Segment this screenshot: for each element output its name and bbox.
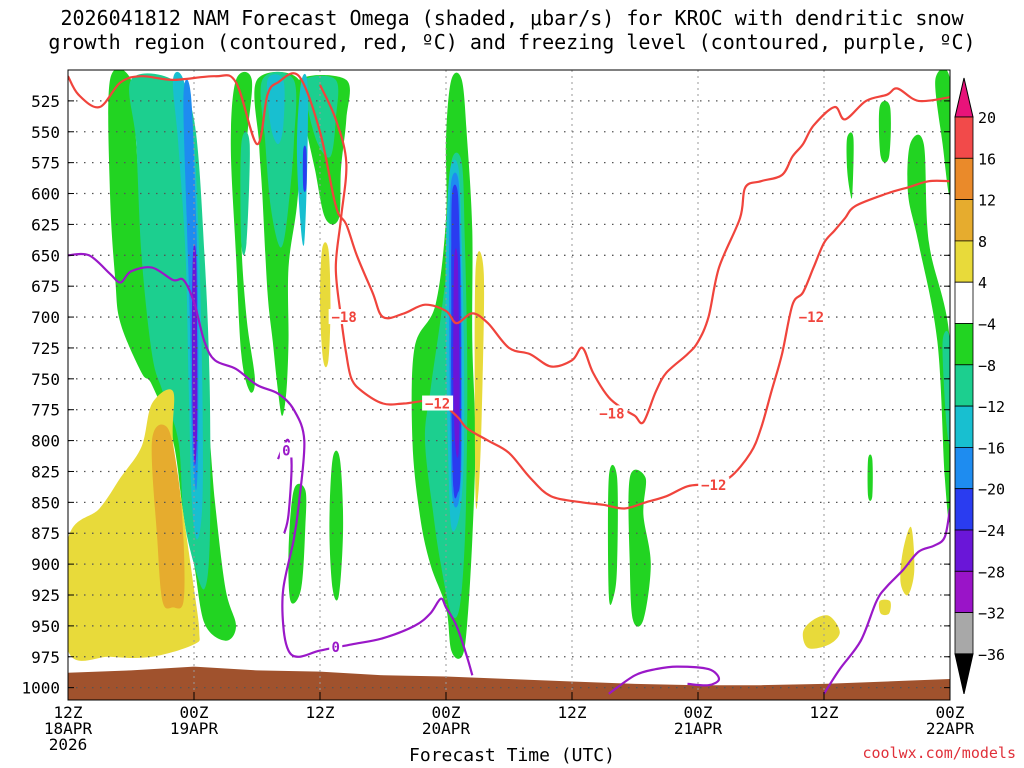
y-tick-label-550: 550 (31, 123, 60, 142)
x-tick-label-24-0: 12Z (306, 703, 335, 722)
y-tick-label-975: 975 (31, 648, 60, 667)
colorbar-bottom-arrow (955, 654, 973, 694)
omega-region-35 (900, 527, 914, 596)
colorbar-label-12: −32 (978, 605, 1005, 623)
x-tick-label-36-1: 20APR (422, 719, 471, 738)
x-tick-label-12-1: 19APR (170, 719, 219, 738)
y-tick-label-675: 675 (31, 277, 60, 296)
contour-label-3: −12 (701, 478, 726, 494)
credit-text: coolwx.com/models (862, 744, 1016, 762)
contour-label-1: −18 (599, 406, 624, 422)
omega-region-31 (907, 135, 951, 523)
y-tick-label-775: 775 (31, 401, 60, 420)
y-tick-label-925: 925 (31, 586, 60, 605)
colorbar-bin-11 (955, 530, 973, 571)
omega-region-36 (879, 600, 891, 615)
y-tick-label-825: 825 (31, 462, 60, 481)
omega-region-13 (303, 146, 307, 192)
y-tick-label-625: 625 (31, 215, 60, 234)
contour-label-5: 0 (282, 443, 290, 459)
colorbar-label-2: 12 (978, 192, 996, 210)
omega-shading-layer (63, 69, 951, 661)
omega-region-26 (608, 465, 618, 605)
colorbar-bin-7 (955, 365, 973, 406)
colorbar-top-arrow (955, 78, 973, 117)
colorbar-bin-9 (955, 447, 973, 488)
colorbar-label-10: −24 (978, 522, 1005, 540)
y-tick-label-850: 850 (31, 493, 60, 512)
ground-surface (68, 667, 950, 700)
colorbar-bin-2 (955, 158, 973, 199)
contour-label-0: −18 (332, 310, 357, 326)
y-tick-label-800: 800 (31, 432, 60, 451)
colorbar-label-3: 8 (978, 233, 987, 251)
colorbar-label-4: 4 (978, 274, 987, 292)
colorbar-label-5: −4 (978, 316, 996, 334)
omega-region-14 (288, 484, 306, 604)
colorbar-label-13: −36 (978, 646, 1005, 664)
omega-region-22 (475, 251, 484, 509)
colorbar-bin-8 (955, 406, 973, 447)
colorbar: 20 16 12 8 4 −4 −8 −12 −16 −20 −24 −28 −32 −36 (955, 78, 1005, 694)
omega-region-30 (868, 454, 873, 500)
y-tick-label-950: 950 (31, 617, 60, 636)
x-tick-label-48-0: 12Z (558, 703, 587, 722)
colorbar-bin-13 (955, 613, 973, 654)
colorbar-label-8: −16 (978, 439, 1005, 457)
colorbar-bin-4 (955, 241, 973, 282)
colorbar-bin-6 (955, 324, 973, 365)
ground-layer (68, 667, 950, 700)
y-tick-label-600: 600 (31, 185, 60, 204)
colorbar-label-9: −20 (978, 481, 1005, 499)
y-tick-label-1000: 1000 (21, 679, 60, 698)
omega-region-15 (329, 451, 343, 601)
y-tick-label-525: 525 (31, 92, 60, 111)
contour-label-6: 0 (332, 640, 340, 656)
y-tick-label-575: 575 (31, 154, 60, 173)
omega-region-28 (847, 132, 854, 198)
contour-label-2: −12 (425, 397, 450, 413)
omega-region-34 (803, 615, 840, 648)
omega-region-27 (628, 470, 650, 627)
colorbar-label-6: −8 (978, 357, 996, 375)
y-tick-label-900: 900 (31, 555, 60, 574)
colorbar-bin-5 (955, 282, 973, 323)
contour-label-layer: −18 −18 −12 −12 −12 0 0 (280, 309, 827, 656)
y-tick-label-725: 725 (31, 339, 60, 358)
y-tick-label-700: 700 (31, 308, 60, 327)
colorbar-label-1: 16 (978, 150, 996, 168)
x-tick-label-84-1: 22APR (926, 719, 975, 738)
omega-cross-section-chart: −18 −18 −12 −12 −12 0 0 525 550 575 600 625 650 675 7… (0, 0, 1024, 768)
x-tick-label-60-1: 21APR (674, 719, 723, 738)
colorbar-label-11: −28 (978, 563, 1005, 581)
x-tick-label-72-0: 12Z (810, 703, 839, 722)
y-tick-label-750: 750 (31, 370, 60, 389)
colorbar-bin-3 (955, 200, 973, 241)
colorbar-label-7: −12 (978, 398, 1005, 416)
colorbar-bin-10 (955, 489, 973, 530)
y-tick-label-650: 650 (31, 246, 60, 265)
colorbar-bin-12 (955, 571, 973, 612)
y-tick-label-875: 875 (31, 524, 60, 543)
contour-label-4: −12 (799, 310, 824, 326)
colorbar-bin-1 (955, 117, 973, 158)
colorbar-label-0: 20 (978, 109, 996, 127)
